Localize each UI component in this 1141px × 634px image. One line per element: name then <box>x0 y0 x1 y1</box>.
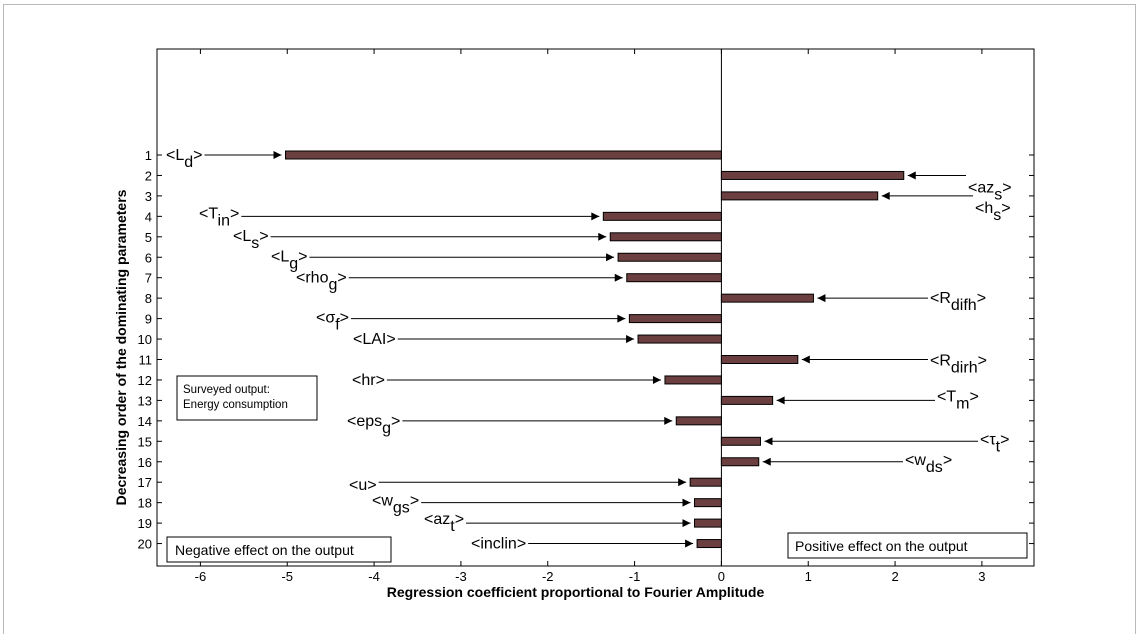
plot-area <box>156 48 1035 567</box>
y-tick-label: 7 <box>145 271 152 286</box>
bar-rank-14 <box>675 416 722 426</box>
bar-rank-4 <box>602 211 722 221</box>
bar-rank-5 <box>609 232 722 242</box>
x-tick-label: -5 <box>281 569 293 584</box>
param-label-18: <wgs> <box>372 493 419 517</box>
bar-rank-6 <box>617 252 722 262</box>
y-tick-label: 12 <box>138 373 152 388</box>
bar-rank-18 <box>693 498 722 508</box>
param-label-16: <wds> <box>905 452 952 476</box>
param-label-19: <azt> <box>424 511 464 535</box>
y-tick-label: 14 <box>138 414 152 429</box>
x-tick-label: -1 <box>629 569 641 584</box>
y-tick-label: 3 <box>145 189 152 204</box>
x-axis-title: Regression coefficient proportional to F… <box>387 584 765 600</box>
param-label-6: <Lg> <box>271 248 308 272</box>
param-label-14: <epsg> <box>347 413 400 437</box>
y-tick-label: 4 <box>145 209 152 224</box>
y-tick-label: 19 <box>138 516 152 531</box>
negative-effect-label: Negative effect on the output <box>175 542 354 558</box>
param-label-15: <τt> <box>980 431 1009 455</box>
x-tick-label: 2 <box>891 569 898 584</box>
bar-rank-16 <box>720 457 760 467</box>
param-label-5: <Ls> <box>233 228 269 252</box>
param-label-1: <Ld> <box>166 147 203 171</box>
bar-rank-20 <box>696 539 722 549</box>
bar-rank-7 <box>626 273 722 283</box>
param-label-9: <σf> <box>316 310 349 334</box>
param-label-11: <Rdirh> <box>930 353 987 377</box>
bar-rank-2 <box>720 170 905 180</box>
x-tick-label: -6 <box>195 569 207 584</box>
output-box-line: Surveyed output: <box>183 384 270 396</box>
x-tick-label: -2 <box>542 569 554 584</box>
bar-rank-17 <box>689 477 722 487</box>
negative-effect-box <box>166 536 392 563</box>
y-tick-label: 1 <box>145 148 152 163</box>
param-label-4: <Tin> <box>199 205 239 229</box>
bar-rank-15 <box>720 436 761 446</box>
bar-rank-9 <box>628 314 722 324</box>
bar-rank-3 <box>720 191 879 201</box>
output-box <box>176 375 318 421</box>
y-tick-label: 16 <box>138 455 152 470</box>
y-tick-label: 8 <box>145 291 152 306</box>
param-label-13: <Tm> <box>937 388 979 412</box>
bar-rank-1 <box>285 150 722 160</box>
y-tick-label: 2 <box>145 168 152 183</box>
param-label-3: <hs> <box>975 200 1011 224</box>
y-tick-label: 6 <box>145 250 152 265</box>
y-tick-label: 13 <box>138 393 152 408</box>
x-tick-label: -3 <box>455 569 467 584</box>
param-label-17: <u> <box>349 477 377 494</box>
bar-rank-13 <box>720 395 774 405</box>
y-tick-label: 9 <box>145 312 152 327</box>
output-box-line: Energy consumption <box>183 399 288 411</box>
x-tick-label: 3 <box>978 569 985 584</box>
y-tick-label: 17 <box>138 475 152 490</box>
figure-frame <box>3 4 1136 634</box>
y-tick-label: 15 <box>138 434 152 449</box>
y-tick-label: 5 <box>145 230 152 245</box>
bar-rank-11 <box>720 355 799 364</box>
y-tick-label: 11 <box>139 353 153 368</box>
param-label-8: <Rdifh> <box>930 290 986 314</box>
y-tick-label: 10 <box>138 332 152 347</box>
bar-rank-8 <box>720 293 814 303</box>
param-label-10: <LAI> <box>353 331 396 348</box>
y-tick-label: 18 <box>138 496 152 511</box>
param-label-20: <inclin> <box>471 536 526 553</box>
param-label-2: <azs> <box>968 179 1012 203</box>
bar-rank-12 <box>664 375 722 385</box>
positive-effect-box <box>787 532 1028 559</box>
y-tick-label: 20 <box>138 537 152 552</box>
param-label-7: <rhog> <box>296 270 347 294</box>
x-tick-label: 1 <box>805 569 812 584</box>
positive-effect-label: Positive effect on the output <box>795 538 968 554</box>
y-axis-title: Decreasing order of the dominating param… <box>113 189 129 505</box>
x-tick-label: -4 <box>368 569 380 584</box>
bar-rank-19 <box>693 518 722 528</box>
param-label-12: <hr> <box>352 372 385 389</box>
x-tick-label: 0 <box>718 569 725 584</box>
bar-rank-10 <box>637 334 722 344</box>
